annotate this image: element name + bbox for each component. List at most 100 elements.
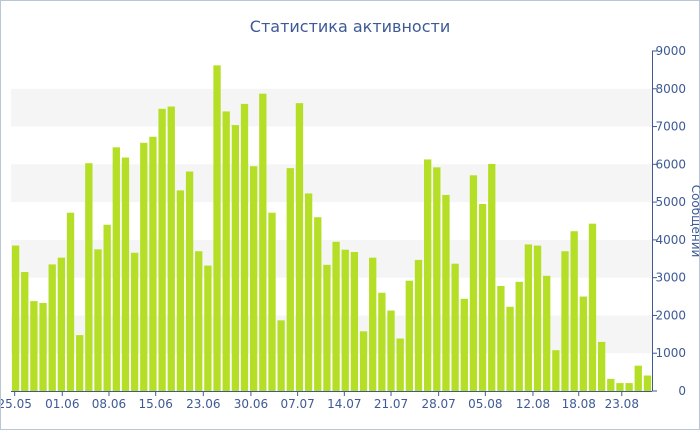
bar	[39, 302, 47, 391]
bar	[570, 231, 578, 391]
bar	[85, 163, 93, 391]
bar	[332, 241, 340, 391]
y-tick-label: 1000	[655, 346, 686, 360]
bar	[341, 249, 349, 391]
bar	[185, 171, 194, 391]
bar	[222, 111, 230, 391]
y-tick-label: 0	[678, 384, 686, 398]
bar	[543, 275, 551, 391]
x-tick-label: 14.07	[327, 397, 361, 411]
bar	[414, 259, 423, 391]
bar	[460, 298, 468, 391]
bar	[625, 383, 633, 391]
bar	[588, 223, 597, 391]
bar	[350, 251, 359, 391]
bar	[396, 338, 404, 391]
bar	[469, 175, 478, 391]
bar	[149, 136, 157, 391]
chart-title: Статистика активности	[250, 17, 450, 36]
bar	[423, 159, 432, 391]
bar	[378, 292, 386, 391]
bar	[442, 194, 450, 391]
x-tick-label: 08.06	[92, 397, 126, 411]
bar	[597, 341, 606, 391]
y-tick-label: 2000	[655, 308, 686, 322]
bar	[634, 365, 642, 391]
x-axis-ticks: 25.05 01.06 08.06 15.06 23.06 30.06 07.07 14.07…	[1, 391, 639, 411]
bar	[277, 320, 285, 391]
bar	[130, 252, 139, 391]
bar	[314, 217, 322, 391]
y-tick-label: 8000	[655, 82, 686, 96]
x-tick-label: 15.06	[139, 397, 173, 411]
bar	[561, 251, 569, 391]
bar	[176, 190, 185, 391]
y-tick-label: 3000	[655, 271, 686, 285]
bar	[451, 263, 459, 391]
x-tick-label: 23.08	[605, 397, 639, 411]
bar	[515, 281, 523, 391]
bar	[259, 93, 267, 391]
bar	[643, 375, 652, 391]
bar	[616, 383, 624, 391]
y-tick-label: 9000	[655, 44, 686, 58]
bar	[506, 306, 514, 391]
y-tick-label: 7000	[655, 120, 686, 134]
bar	[359, 331, 368, 391]
bar	[607, 378, 615, 391]
bar	[11, 245, 20, 391]
x-tick-label: 21.07	[374, 397, 408, 411]
x-tick-label: 23.06	[186, 397, 220, 411]
y-tick-label: 5000	[655, 195, 686, 209]
bar	[524, 244, 533, 391]
bar	[103, 224, 111, 391]
y-tick-label: 4000	[655, 233, 686, 247]
bar	[405, 280, 413, 391]
bar	[387, 310, 395, 391]
x-tick-label: 28.07	[421, 397, 455, 411]
bar	[204, 265, 212, 391]
bar	[231, 125, 240, 391]
bar	[121, 157, 130, 391]
bar	[48, 264, 56, 391]
bar	[369, 257, 377, 391]
bar	[76, 335, 84, 391]
x-tick-label: 07.07	[280, 397, 314, 411]
bar	[478, 204, 487, 391]
bar	[140, 142, 148, 391]
bar	[213, 65, 221, 392]
bar	[488, 163, 496, 391]
y-tick-label: 6000	[655, 157, 686, 171]
grid-band	[11, 88, 652, 127]
bar	[94, 249, 102, 391]
bar	[158, 108, 166, 392]
bar	[268, 212, 276, 391]
bar	[295, 103, 304, 391]
bar	[323, 264, 331, 391]
x-tick-label: 01.06	[45, 397, 79, 411]
y-axis-label: Сообщений	[689, 185, 700, 258]
bar	[57, 257, 66, 391]
bar	[533, 245, 542, 391]
bar	[30, 301, 38, 391]
bar	[112, 147, 120, 391]
x-tick-label: 12.08	[516, 397, 550, 411]
bar	[433, 167, 441, 391]
grid-band	[11, 164, 652, 203]
x-tick-label: 25.05	[1, 397, 32, 411]
x-tick-label: 05.08	[468, 397, 502, 411]
bar	[167, 106, 175, 391]
bar	[552, 350, 560, 391]
bar	[286, 168, 294, 391]
bar	[497, 285, 505, 391]
bar	[579, 296, 587, 391]
x-tick-label: 18.08	[562, 397, 596, 411]
bar	[66, 212, 75, 391]
y-axis-ticks: 0 1000 2000 3000 4000 5000 6000 7000 8000 9000	[652, 44, 686, 398]
bar	[304, 193, 313, 391]
x-tick-label: 30.06	[234, 397, 268, 411]
bar	[250, 166, 258, 391]
bars	[11, 65, 652, 392]
